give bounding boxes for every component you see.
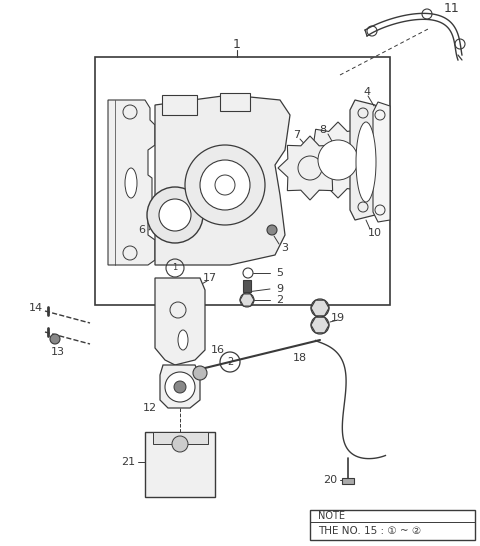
Ellipse shape [125,168,137,198]
Text: 6: 6 [139,225,145,235]
Text: 7: 7 [293,130,300,140]
Bar [145,432,215,497]
Circle shape [50,334,60,344]
Text: 16: 16 [211,345,225,355]
Bar [243,280,251,292]
Polygon shape [278,136,342,200]
Bar [220,93,250,111]
Text: 13: 13 [51,347,65,357]
Text: 12: 12 [143,403,157,413]
Ellipse shape [178,330,188,350]
Text: 19: 19 [331,313,345,323]
Circle shape [318,140,358,180]
Polygon shape [311,300,329,316]
Polygon shape [302,122,374,198]
Text: 2: 2 [227,357,233,367]
Bar [95,57,390,305]
Circle shape [147,187,203,243]
Circle shape [240,293,254,307]
Polygon shape [155,95,290,265]
Ellipse shape [356,122,376,202]
Circle shape [174,381,186,393]
Text: 11: 11 [444,2,460,15]
Circle shape [172,436,188,452]
Circle shape [193,366,207,380]
Text: 9: 9 [276,284,284,294]
Polygon shape [350,100,382,220]
Text: 1: 1 [233,39,241,51]
Circle shape [185,145,265,225]
Polygon shape [155,278,205,365]
Text: NOTE: NOTE [318,511,345,521]
Text: THE NO. 15 : ① ~ ②: THE NO. 15 : ① ~ ② [318,526,421,536]
Text: 10: 10 [368,228,382,238]
Circle shape [267,225,277,235]
Text: 5: 5 [276,268,284,278]
Circle shape [200,160,250,210]
Circle shape [165,372,195,402]
Circle shape [311,316,329,334]
Text: 2: 2 [276,295,284,305]
Bar [342,478,354,484]
Polygon shape [160,365,200,408]
Text: 21: 21 [121,457,135,467]
Polygon shape [311,317,329,333]
Circle shape [159,199,191,231]
Text: 4: 4 [363,87,371,97]
Text: 3: 3 [281,243,288,253]
Text: 1: 1 [172,264,178,272]
Bar [153,432,208,444]
Text: 8: 8 [319,125,326,135]
Polygon shape [108,100,155,265]
Bar [310,510,475,540]
Polygon shape [240,294,254,306]
Text: 20: 20 [323,475,337,485]
Polygon shape [373,102,390,222]
Text: 17: 17 [203,273,217,283]
Circle shape [311,299,329,317]
Text: 18: 18 [293,353,307,363]
Bar [162,95,197,115]
Text: 14: 14 [29,303,43,313]
